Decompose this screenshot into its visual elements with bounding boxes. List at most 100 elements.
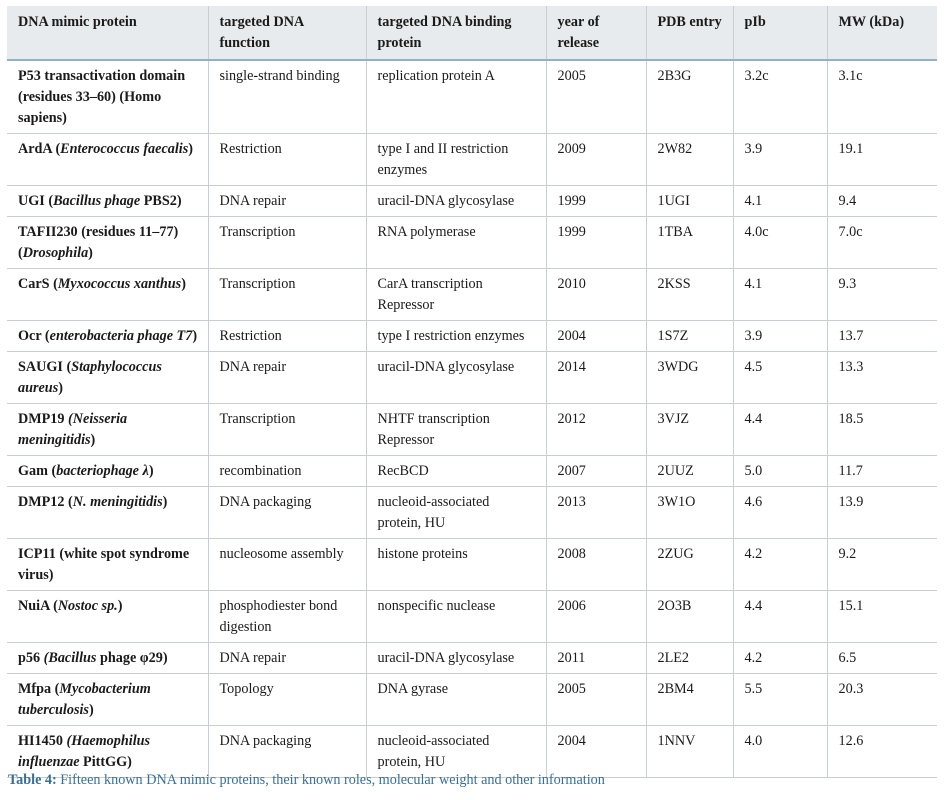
protein-name-segment: ) <box>90 432 96 448</box>
protein-name-segment: enterobacteria phage T7 <box>49 328 193 344</box>
cell-binding-protein: RNA polymerase <box>366 216 547 269</box>
cell-mw: 19.1 <box>827 133 937 186</box>
protein-name-segment: Drosophila <box>22 245 89 261</box>
cell-pdb: 2KSS <box>646 268 734 321</box>
table-row: TAFII230 (residues 11–77) (Drosophila) Tr… <box>7 216 937 269</box>
cell-mw: 7.0c <box>827 216 937 269</box>
protein-name-segment: N. meningitidis <box>72 494 163 510</box>
cell-protein: DMP12 (N. meningitidis) <box>7 486 209 539</box>
cell-pdb: 1NNV <box>646 725 734 778</box>
cell-year: 2009 <box>546 133 647 186</box>
protein-name-segment: Nostoc sp. <box>57 598 118 614</box>
cell-mw: 20.3 <box>827 673 937 726</box>
caption-label: Table 4: <box>8 772 57 788</box>
cell-function: Topology <box>208 673 367 726</box>
protein-name-segment: PittGG) <box>79 754 132 770</box>
protein-name-segment: Enterococcus faecalis <box>60 141 189 157</box>
protein-name-segment: ) <box>181 276 186 292</box>
cell-year: 2007 <box>546 455 647 487</box>
cell-pdb: 2W82 <box>646 133 734 186</box>
cell-binding-protein: NHTF transcription Repressor <box>366 403 547 456</box>
cell-function: Transcription <box>208 403 367 456</box>
protein-name-segment: (Neisseria meningitidis <box>18 411 128 448</box>
cell-pi: 4.0c <box>733 216 828 269</box>
cell-protein: SAUGI (Staphylococcus aureus) <box>7 351 209 404</box>
cell-mw: 15.1 <box>827 590 937 643</box>
table-row: ICP11 (white spot syndrome virus) nucleos… <box>7 538 937 591</box>
cell-pdb: 3VJZ <box>646 403 734 456</box>
cell-function: Transcription <box>208 216 367 269</box>
cell-function: DNA packaging <box>208 725 367 778</box>
cell-pi: 5.5 <box>733 673 828 726</box>
cell-year: 2013 <box>546 486 647 539</box>
cell-pdb: 2LE2 <box>646 642 734 674</box>
cell-protein: CarS (Myxococcus xanthus) <box>7 268 209 321</box>
cell-pdb: 2ZUG <box>646 538 734 591</box>
protein-name-segment: SAUGI ( <box>18 359 72 375</box>
header-year: year of release <box>546 6 647 61</box>
cell-protein: NuiA (Nostoc sp.) <box>7 590 209 643</box>
cell-pi: 4.6 <box>733 486 828 539</box>
table-row: HI1450 (Haemophilus influenzae PittGG) DN… <box>7 725 937 778</box>
cell-year: 2005 <box>546 673 647 726</box>
cell-binding-protein: RecBCD <box>366 455 547 487</box>
header-pdb: PDB entry <box>646 6 734 61</box>
cell-pi: 4.4 <box>733 590 828 643</box>
cell-pdb: 2UUZ <box>646 455 734 487</box>
table-row: ArdA (Enterococcus faecalis) Restriction t… <box>7 133 937 186</box>
cell-binding-protein: replication protein A <box>366 60 547 134</box>
protein-name-segment: Myxococcus xanthus <box>57 276 182 292</box>
protein-name-segment: Ocr ( <box>18 328 50 344</box>
cell-pdb: 3W1O <box>646 486 734 539</box>
table-row: CarS (Myxococcus xanthus) Transcription Ca… <box>7 268 937 321</box>
cell-mw: 12.6 <box>827 725 937 778</box>
cell-mw: 13.9 <box>827 486 937 539</box>
cell-mw: 6.5 <box>827 642 937 674</box>
cell-protein: TAFII230 (residues 11–77) (Drosophila) <box>7 216 209 269</box>
protein-name-segment: (Haemophilus influenzae <box>18 733 151 770</box>
protein-name-segment: TAFII230 (residues 11–77) ( <box>18 224 179 261</box>
cell-pdb: 3WDG <box>646 351 734 404</box>
cell-pdb: 2B3G <box>646 60 734 134</box>
cell-pdb: 2BM4 <box>646 673 734 726</box>
table-row: p56 (Bacillus phage φ29) DNA repair uracil… <box>7 642 937 674</box>
table-row: DMP19 (Neisseria meningitidis) Transcript… <box>7 403 937 456</box>
protein-name-segment: ) <box>162 494 168 510</box>
table-row: Gam (bacteriophage λ) recombination RecBCD… <box>7 455 937 487</box>
protein-name-segment: P53 transactivation domain (residues 33–… <box>18 68 186 126</box>
cell-function: Restriction <box>208 133 367 186</box>
protein-name-segment: Gam ( <box>18 463 57 479</box>
cell-pi: 4.0 <box>733 725 828 778</box>
header-pi: pIb <box>733 6 828 61</box>
cell-mw: 9.3 <box>827 268 937 321</box>
protein-name-segment: ) <box>148 463 154 479</box>
table-row: DMP12 (N. meningitidis) DNA packaging nucl… <box>7 486 937 539</box>
cell-pi: 4.5 <box>733 351 828 404</box>
cell-mw: 11.7 <box>827 455 937 487</box>
cell-protein: ICP11 (white spot syndrome virus) <box>7 538 209 591</box>
protein-name-segment: HI1450 <box>18 733 67 749</box>
cell-binding-protein: nucleoid-associated protein, HU <box>366 725 547 778</box>
cell-protein: HI1450 (Haemophilus influenzae PittGG) <box>7 725 209 778</box>
protein-name-segment: ) <box>117 598 123 614</box>
cell-pi: 4.1 <box>733 268 828 321</box>
protein-name-segment: UGI ( <box>18 193 54 209</box>
protein-name-segment: ) <box>188 141 193 157</box>
cell-pdb: 1S7Z <box>646 320 734 352</box>
cell-pi: 3.9 <box>733 320 828 352</box>
cell-function: Restriction <box>208 320 367 352</box>
protein-name-segment: DMP12 ( <box>18 494 73 510</box>
header-protein: DNA mimic protein <box>7 6 209 61</box>
cell-year: 2008 <box>546 538 647 591</box>
cell-binding-protein: type I restriction enzymes <box>366 320 547 352</box>
cell-pi: 3.9 <box>733 133 828 186</box>
cell-mw: 18.5 <box>827 403 937 456</box>
cell-function: DNA repair <box>208 351 367 404</box>
cell-function: recombination <box>208 455 367 487</box>
cell-binding-protein: uracil-DNA glycosylase <box>366 642 547 674</box>
cell-binding-protein: nucleoid-associated protein, HU <box>366 486 547 539</box>
cell-mw: 13.7 <box>827 320 937 352</box>
table-row: UGI (Bacillus phage PBS2) DNA repair uraci… <box>7 185 937 217</box>
protein-name-segment: ) <box>88 245 93 261</box>
